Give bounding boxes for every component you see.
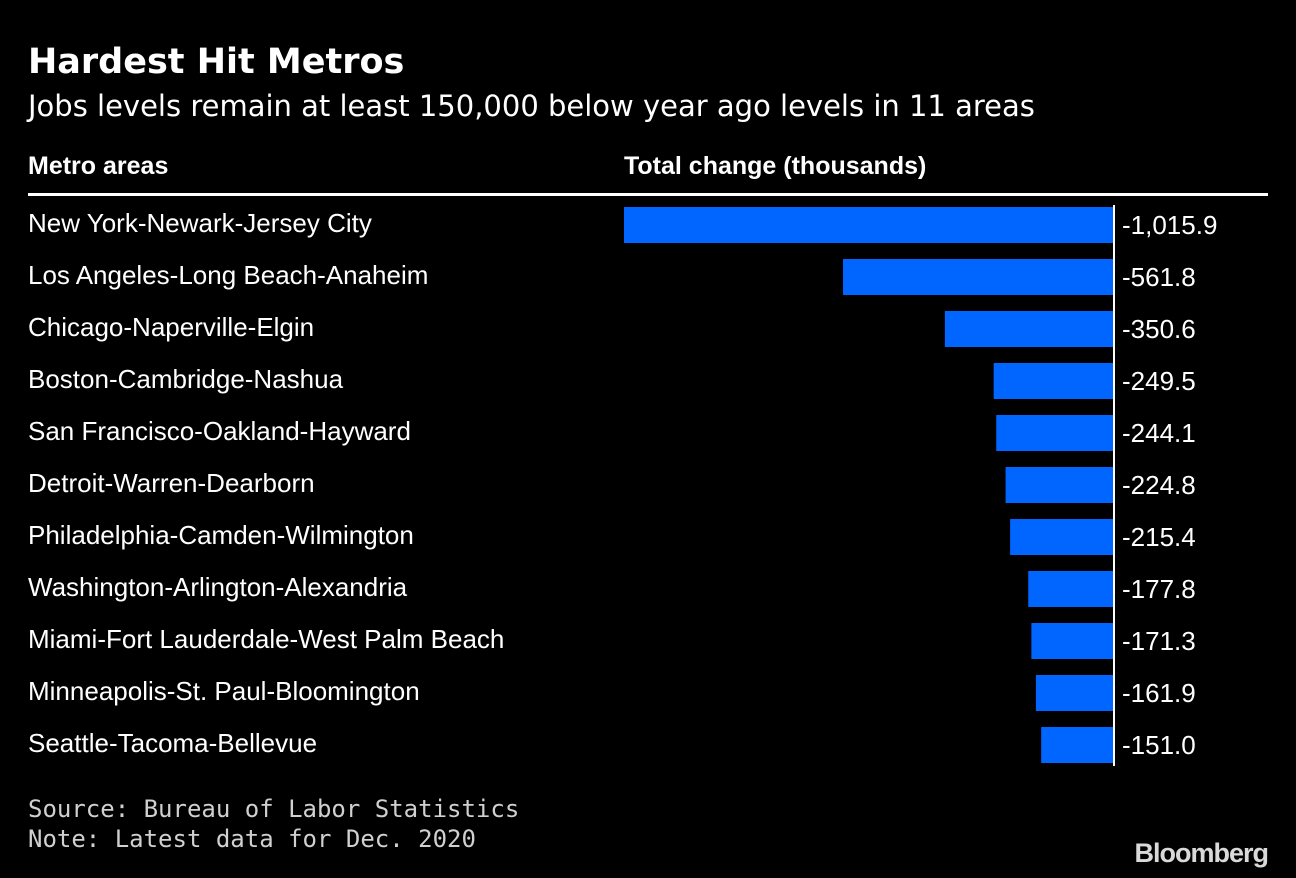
value-label: -177.8	[1122, 574, 1196, 604]
bar	[993, 363, 1114, 399]
bar	[1005, 467, 1114, 503]
category-column-header: Metro areas	[28, 152, 169, 180]
category-label: Miami-Fort Lauderdale-West Palm Beach	[28, 624, 504, 654]
bar	[1031, 623, 1114, 659]
category-label: San Francisco-Oakland-Hayward	[28, 416, 411, 446]
value-label: -161.9	[1122, 678, 1196, 708]
header-divider	[28, 193, 1268, 196]
category-label: Los Angeles-Long Beach-Anaheim	[28, 260, 428, 290]
bloomberg-logo: Bloomberg	[1134, 838, 1269, 868]
bar	[1028, 571, 1114, 607]
category-label: Philadelphia-Camden-Wilmington	[28, 520, 414, 550]
bar	[996, 415, 1114, 451]
category-label: New York-Newark-Jersey City	[28, 208, 372, 238]
value-label: -171.3	[1122, 626, 1196, 656]
value-label: -215.4	[1122, 522, 1196, 552]
category-label: Washington-Arlington-Alexandria	[28, 572, 408, 602]
value-label: -1,015.9	[1122, 210, 1217, 240]
chart-subtitle: Jobs levels remain at least 150,000 belo…	[28, 89, 1035, 123]
value-label: -151.0	[1122, 730, 1196, 760]
bar	[1035, 675, 1114, 711]
value-label: -224.8	[1122, 470, 1196, 500]
bar	[1010, 519, 1114, 555]
category-label: Boston-Cambridge-Nashua	[28, 364, 344, 394]
category-label: Detroit-Warren-Dearborn	[28, 468, 315, 498]
value-label: -244.1	[1122, 418, 1196, 448]
source-note: Source: Bureau of Labor Statistics	[28, 795, 520, 823]
value-label: -350.6	[1122, 314, 1196, 344]
bar	[1041, 727, 1114, 763]
category-label: Seattle-Tacoma-Bellevue	[28, 728, 317, 758]
value-label: -249.5	[1122, 366, 1196, 396]
value-column-header: Total change (thousands)	[624, 152, 927, 180]
category-label: Minneapolis-St. Paul-Bloomington	[28, 676, 420, 706]
chart-title: Hardest Hit Metros	[28, 42, 405, 82]
value-label: -561.8	[1122, 262, 1196, 292]
category-label: Chicago-Naperville-Elgin	[28, 312, 314, 342]
bar	[843, 259, 1114, 295]
bar	[944, 311, 1114, 347]
bar	[624, 207, 1114, 243]
data-note: Note: Latest data for Dec. 2020	[28, 825, 476, 853]
